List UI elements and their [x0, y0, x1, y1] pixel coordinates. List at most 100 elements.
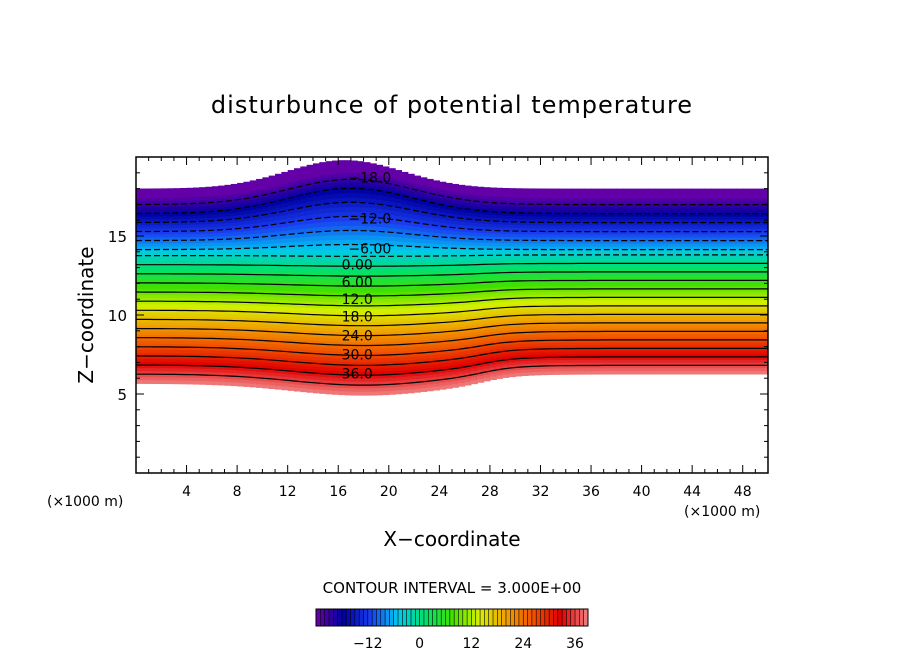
- field-cell: [256, 277, 263, 282]
- field-cell: [173, 362, 181, 366]
- field-cell: [521, 252, 529, 256]
- field-cell: [281, 268, 289, 273]
- field-cell: [205, 196, 213, 201]
- field-cell: [603, 222, 611, 227]
- field-cell: [559, 337, 567, 341]
- field-cell: [281, 222, 289, 228]
- field-cell: [136, 240, 143, 245]
- field-cell: [572, 314, 579, 318]
- field-cell: [357, 385, 365, 390]
- field-cell: [211, 347, 219, 352]
- field-cell: [249, 290, 257, 294]
- field-cell: [445, 259, 453, 263]
- field-cell: [312, 188, 320, 193]
- field-cell: [281, 187, 289, 191]
- field-cell: [262, 312, 270, 317]
- field-cell: [180, 243, 188, 247]
- field-cell: [420, 317, 428, 322]
- field-cell: [338, 358, 346, 363]
- field-cell: [584, 322, 592, 327]
- field-cell: [388, 178, 396, 182]
- field-cell: [591, 204, 598, 209]
- field-cell: [154, 304, 162, 308]
- field-cell: [268, 385, 276, 390]
- field-cell: [521, 240, 529, 245]
- field-cell: [565, 334, 573, 338]
- field-cell: [388, 348, 396, 353]
- field-cell: [180, 356, 188, 360]
- field-cell: [565, 345, 573, 350]
- field-cell: [306, 241, 314, 247]
- field-cell: [136, 371, 143, 375]
- field-cell: [338, 185, 346, 190]
- field-cell: [256, 198, 263, 203]
- field-cell: [142, 328, 150, 333]
- field-cell: [515, 222, 523, 226]
- field-cell: [230, 326, 238, 331]
- field-cell: [616, 271, 624, 276]
- field-cell: [502, 362, 510, 367]
- field-cell: [243, 380, 251, 384]
- field-cell: [540, 346, 548, 350]
- field-cell: [445, 191, 453, 195]
- field-cell: [496, 302, 504, 306]
- field-cell: [508, 312, 516, 317]
- field-cell: [483, 267, 491, 271]
- field-cell: [527, 306, 535, 310]
- field-cell: [249, 364, 257, 369]
- field-cell: [388, 193, 396, 199]
- field-cell: [401, 171, 409, 182]
- field-cell: [136, 358, 143, 363]
- field-cell: [205, 239, 213, 244]
- field-cell: [508, 200, 516, 205]
- field-cell: [205, 205, 213, 210]
- field-cell: [357, 322, 365, 327]
- field-cell: [445, 312, 453, 317]
- field-cell: [136, 267, 143, 272]
- field-cell: [350, 235, 358, 241]
- field-cell: [180, 215, 188, 220]
- field-cell: [199, 255, 207, 260]
- field-cell: [610, 216, 617, 221]
- field-cell: [527, 243, 535, 248]
- field-cell: [603, 348, 611, 352]
- field-cell: [489, 208, 497, 213]
- field-cell: [300, 307, 308, 312]
- field-cell: [407, 330, 415, 335]
- field-cell: [401, 221, 409, 226]
- field-cell: [578, 213, 586, 218]
- field-cell: [256, 368, 263, 373]
- field-cell: [224, 226, 232, 230]
- field-cell: [502, 333, 510, 338]
- field-cell: [161, 346, 169, 351]
- field-cell: [167, 337, 175, 342]
- field-cell: [148, 359, 156, 363]
- field-cell: [452, 340, 459, 344]
- field-cell: [237, 379, 245, 384]
- field-cell: [369, 345, 377, 350]
- field-cell: [224, 280, 232, 285]
- field-cell: [154, 374, 162, 378]
- field-cell: [515, 240, 523, 244]
- field-cell: [344, 266, 352, 271]
- field-cell: [603, 359, 611, 364]
- field-cell: [148, 222, 156, 227]
- field-cell: [186, 368, 194, 373]
- field-cell: [597, 254, 605, 259]
- field-cell: [319, 292, 327, 296]
- field-cell: [312, 227, 320, 233]
- field-cell: [331, 377, 339, 382]
- field-cell: [262, 287, 270, 292]
- field-cell: [376, 240, 384, 246]
- field-cell: [388, 354, 396, 359]
- field-cell: [338, 235, 346, 241]
- field-cell: [243, 181, 251, 193]
- field-cell: [414, 320, 421, 325]
- field-cell: [458, 258, 466, 263]
- field-cell: [483, 312, 491, 316]
- field-cell: [218, 217, 226, 221]
- field-cell: [142, 304, 150, 308]
- field-cell: [597, 204, 605, 209]
- field-cell: [426, 368, 434, 373]
- field-cell: [635, 277, 643, 282]
